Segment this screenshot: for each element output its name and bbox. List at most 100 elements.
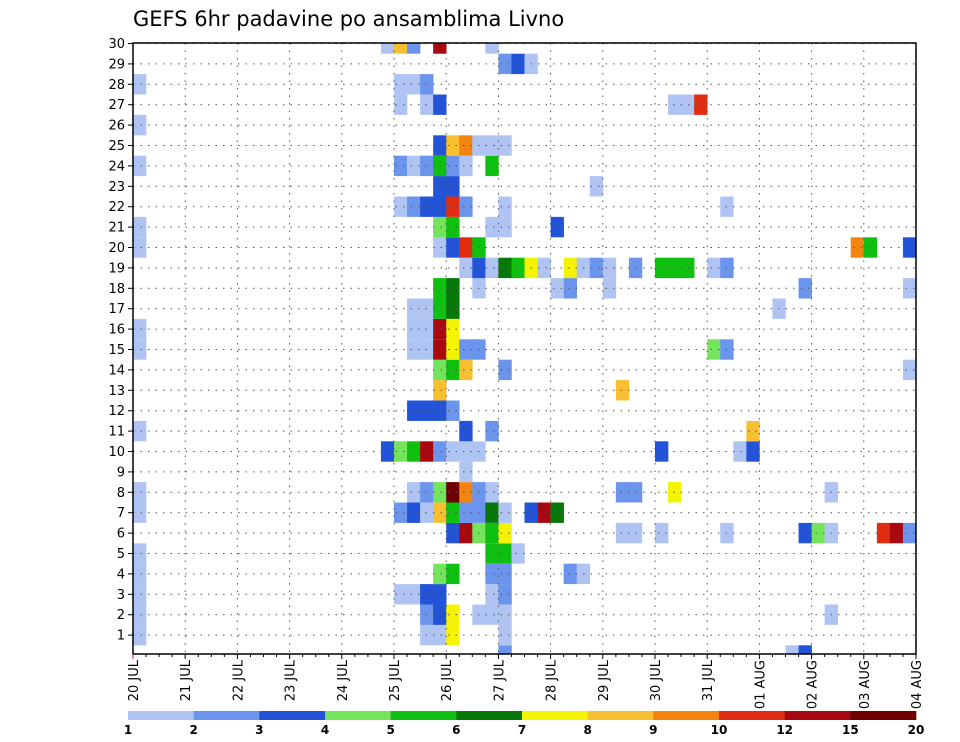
heatmap-cell xyxy=(133,114,147,136)
heatmap-cell xyxy=(446,339,460,360)
colorbar-swatch xyxy=(587,711,654,720)
heatmap-cell xyxy=(133,624,147,646)
heatmap-cell xyxy=(133,604,147,625)
heatmap-cell xyxy=(655,257,669,279)
x-tick-label: 30 JUL xyxy=(649,659,664,701)
heatmap-cell xyxy=(133,318,147,340)
heatmap-cell xyxy=(655,522,669,544)
x-tick-label: 29 JUL xyxy=(597,659,612,701)
y-tick-label: 1 xyxy=(117,629,125,644)
heatmap-cell xyxy=(498,53,512,75)
heatmap-cell xyxy=(133,563,147,585)
heatmap-cell xyxy=(446,196,460,217)
heatmap-cell xyxy=(446,563,460,585)
colorbar-swatch xyxy=(390,711,457,720)
x-tick-label: 21 JUL xyxy=(179,659,194,701)
heatmap-cell xyxy=(537,257,551,279)
heatmap-cell xyxy=(459,257,473,279)
heatmap-cell xyxy=(133,584,147,605)
heatmap-cell xyxy=(394,155,408,177)
heatmap-cell xyxy=(394,584,408,605)
heatmap-cell xyxy=(433,43,447,54)
colorbar-label: 6 xyxy=(452,723,460,737)
y-tick-label: 26 xyxy=(108,119,125,134)
heatmap-cell xyxy=(407,584,421,605)
heatmap-cell xyxy=(498,563,512,585)
x-tick-label: 02 AUG xyxy=(806,660,821,709)
y-tick-label: 28 xyxy=(108,78,125,93)
y-tick-label: 27 xyxy=(108,98,125,113)
heatmap-cell xyxy=(433,318,447,340)
x-tick-label: 27 JUL xyxy=(492,659,507,701)
colorbar-label: 9 xyxy=(649,723,657,737)
heatmap-cell xyxy=(889,522,904,544)
heatmap-cell xyxy=(498,543,512,564)
heatmap-cell xyxy=(433,563,447,585)
heatmap-cell xyxy=(459,441,473,462)
y-tick-label: 30 xyxy=(108,37,125,52)
heatmap-cell xyxy=(498,624,512,646)
colorbar-legend: 1 2 3 4 5 6 7 8 9 10 12 15 20 xyxy=(124,711,925,737)
heatmap-cell xyxy=(589,257,604,279)
heatmap-cell xyxy=(133,155,147,177)
y-tick-label: 12 xyxy=(108,404,125,419)
x-tick-label: 28 JUL xyxy=(545,659,560,701)
heatmap-cell xyxy=(133,543,147,564)
heatmap-cell xyxy=(902,522,917,544)
y-tick-label: 21 xyxy=(108,221,125,236)
heatmap-cell xyxy=(811,522,825,544)
heatmap-cell xyxy=(133,237,147,258)
y-tick-label: 19 xyxy=(108,261,125,276)
heatmap-cell xyxy=(498,359,512,381)
heatmap-cell xyxy=(133,420,147,442)
heatmap-cell xyxy=(798,645,812,654)
x-tick-label: 20 JUL xyxy=(127,659,142,701)
y-tick-label: 16 xyxy=(108,323,125,338)
heatmap-cell xyxy=(380,441,395,462)
y-tick-label: 23 xyxy=(108,180,125,195)
heatmap-cell xyxy=(485,135,499,156)
heatmap-cell xyxy=(615,522,630,544)
heatmap-cell xyxy=(707,339,721,360)
colorbar-label: 2 xyxy=(189,723,197,737)
y-tick-label: 10 xyxy=(108,445,125,460)
colorbar-label: 7 xyxy=(518,723,526,737)
heatmap-cell xyxy=(485,543,499,564)
grid-lines xyxy=(133,43,916,654)
x-tick-label: 23 JUL xyxy=(284,659,299,701)
heatmap-cell xyxy=(446,482,460,503)
colorbar-swatch xyxy=(784,711,851,720)
heatmap-cell xyxy=(433,400,447,421)
x-tick-label: 22 JUL xyxy=(231,659,246,701)
x-tick-label: 26 JUL xyxy=(440,659,455,701)
heatmap-cell xyxy=(433,176,447,197)
x-tick-label: 01 AUG xyxy=(753,660,768,709)
heatmap-cell xyxy=(394,43,408,54)
heatmap-cell xyxy=(511,257,525,279)
heatmap-cell xyxy=(433,94,447,115)
y-tick-label: 22 xyxy=(108,200,125,215)
heatmap-cell xyxy=(615,482,630,503)
heatmap-cell xyxy=(459,196,473,217)
colorbar-label: 12 xyxy=(776,723,793,737)
x-axis-ticks: 20 JUL 21 JUL 22 JUL 23 JUL 24 JUL 25 JUL 26 J… xyxy=(127,654,925,709)
heatmap-cell xyxy=(550,502,564,523)
heatmap-cell xyxy=(485,420,499,442)
x-tick-label: 04 AUG xyxy=(910,660,925,709)
heatmap-cell xyxy=(485,43,499,54)
heatmap-cell xyxy=(563,278,577,299)
heatmap-cell xyxy=(394,441,408,462)
colorbar-label: 20 xyxy=(908,723,925,737)
heatmap-cell xyxy=(446,502,460,523)
heatmap-cell xyxy=(863,237,878,258)
heatmap-cell xyxy=(407,318,421,340)
y-tick-label: 25 xyxy=(108,139,125,154)
heatmap-cell xyxy=(446,237,460,258)
heatmap-cell xyxy=(668,94,682,115)
y-tick-label: 29 xyxy=(108,57,125,72)
heatmap-cell xyxy=(798,522,812,544)
heatmap-cell xyxy=(433,624,447,646)
heatmap-cell xyxy=(407,502,421,523)
colorbar-label: 15 xyxy=(842,723,859,737)
